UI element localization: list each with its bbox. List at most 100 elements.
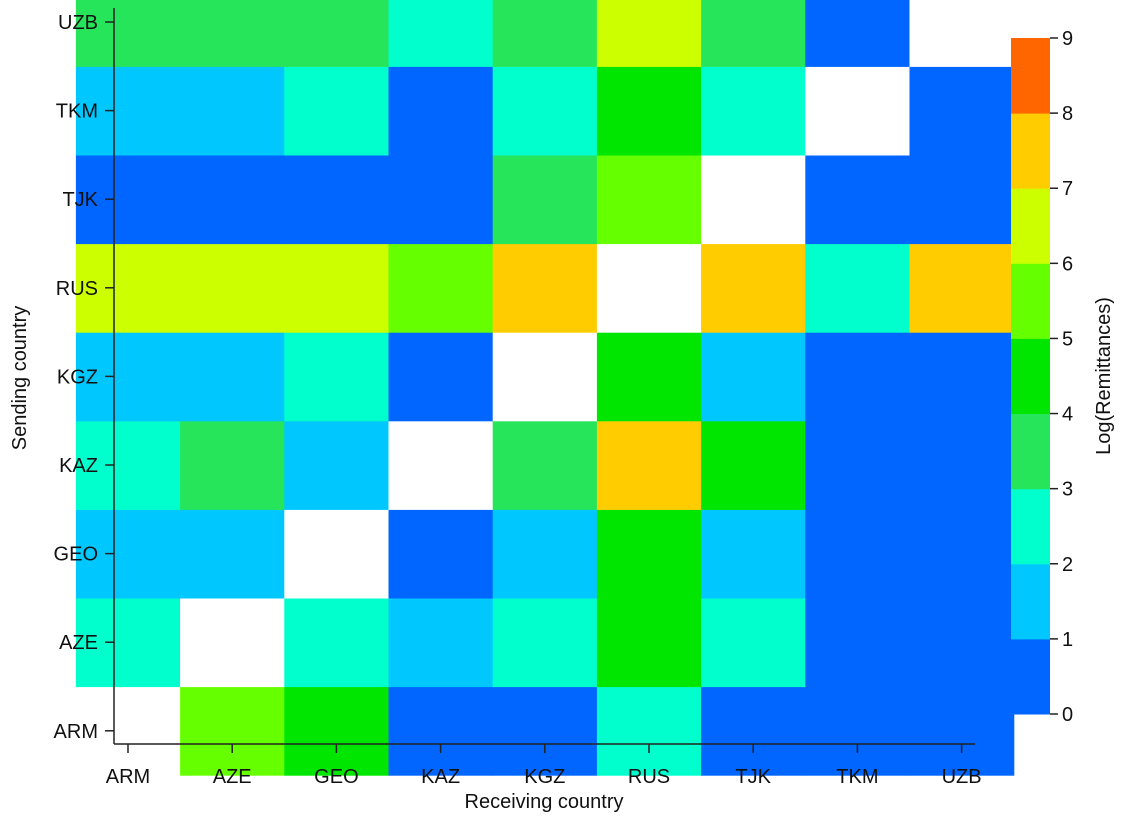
heatmap-cell-AZE-UZB bbox=[909, 597, 1015, 688]
heatmap-cell-GEO-TKM bbox=[805, 509, 911, 599]
heatmap-cell-TKM-KAZ bbox=[388, 66, 494, 156]
heatmap-cell-RUS-KGZ bbox=[492, 243, 598, 333]
heatmap-cell-ARM-UZB bbox=[909, 686, 1015, 776]
colorbar-tick-label-6: 6 bbox=[1062, 253, 1073, 275]
heatmap-cell-TKM-TKM bbox=[805, 66, 911, 156]
y-tick-label-GEO: GEO bbox=[54, 544, 98, 566]
heatmap-cell-KGZ-TJK bbox=[701, 332, 806, 422]
heatmap-cell-GEO-TJK bbox=[701, 509, 806, 599]
heatmap-cell-GEO-KAZ bbox=[388, 509, 494, 599]
heatmap-cell-TJK-ARM bbox=[75, 154, 181, 245]
heatmap-cell-UZB-UZB bbox=[909, 0, 1015, 67]
x-tick-label-UZB: UZB bbox=[942, 766, 982, 788]
heatmap-cell-KGZ-KGZ bbox=[492, 332, 598, 422]
heatmap-cell-AZE-ARM bbox=[75, 597, 181, 688]
heatmap-cell-TJK-AZE bbox=[180, 154, 285, 245]
heatmap-cell-ARM-KGZ bbox=[492, 686, 598, 776]
x-tick-label-TKM: TKM bbox=[836, 766, 878, 788]
heatmap-cell-ARM-ARM bbox=[75, 686, 181, 776]
colorbar-tick-label-7: 7 bbox=[1062, 178, 1073, 200]
heatmap-cell-RUS-TJK bbox=[701, 243, 806, 333]
heatmap-cell-TKM-ARM bbox=[75, 66, 181, 156]
x-axis-ticks: ARM AZE GEO KAZ KGZ RUS TJK TKM UZB bbox=[106, 744, 982, 788]
x-tick-label-KGZ: KGZ bbox=[524, 766, 565, 788]
heatmap-cell-KAZ-GEO bbox=[284, 420, 390, 510]
heatmap-cell-KGZ-GEO bbox=[284, 332, 390, 422]
colorbar-tick-label-9: 9 bbox=[1062, 28, 1073, 50]
heatmap-cell-UZB-RUS bbox=[596, 0, 702, 67]
heatmap-cell-GEO-UZB bbox=[909, 509, 1015, 599]
heatmap-cell-KAZ-RUS bbox=[596, 420, 702, 510]
y-tick-label-KGZ: KGZ bbox=[57, 366, 98, 388]
heatmap-cell-KAZ-UZB bbox=[909, 420, 1015, 510]
colorbar-bin-0-1 bbox=[1011, 638, 1050, 715]
x-tick-label-RUS: RUS bbox=[628, 766, 670, 788]
colorbar-tick-label-2: 2 bbox=[1062, 554, 1073, 576]
x-tick-label-ARM: ARM bbox=[106, 766, 150, 788]
x-tick-label-TJK: TJK bbox=[735, 766, 771, 788]
y-tick-label-KAZ: KAZ bbox=[59, 455, 98, 477]
heatmap-cell-KGZ-TKM bbox=[805, 332, 911, 422]
heatmap-cell-AZE-GEO bbox=[284, 597, 390, 688]
heatmap-cell-TJK-KGZ bbox=[492, 154, 598, 245]
heatmap-cell-AZE-KGZ bbox=[492, 597, 598, 688]
heatmap-cell-KGZ-UZB bbox=[909, 332, 1015, 422]
colorbar-tick-label-5: 5 bbox=[1062, 328, 1073, 350]
heatmap-cell-KAZ-TJK bbox=[701, 420, 806, 510]
heatmap-cell-GEO-RUS bbox=[596, 509, 702, 599]
x-axis-title: Receiving country bbox=[465, 791, 624, 813]
heatmap-cell-GEO-KGZ bbox=[492, 509, 598, 599]
colorbar-bin-5-6 bbox=[1011, 263, 1050, 339]
heatmap-cell-GEO-ARM bbox=[75, 509, 181, 599]
colorbar-tick-label-0: 0 bbox=[1062, 704, 1073, 726]
colorbar-bin-2-3 bbox=[1011, 488, 1050, 565]
heatmap-cell-UZB-KAZ bbox=[388, 0, 494, 67]
colorbar-bin-4-5 bbox=[1011, 338, 1050, 414]
heatmap-cell-KGZ-RUS bbox=[596, 332, 702, 422]
heatmap-cell-AZE-RUS bbox=[596, 597, 702, 688]
colorbar-tick-label-8: 8 bbox=[1062, 103, 1073, 125]
heatmap-cell-RUS-UZB bbox=[909, 243, 1015, 333]
heatmap-cell-TJK-RUS bbox=[596, 154, 702, 245]
heatmap-cell-KAZ-KGZ bbox=[492, 420, 598, 510]
y-tick-label-UZB: UZB bbox=[58, 12, 98, 34]
colorbar-tick-label-4: 4 bbox=[1062, 404, 1073, 426]
y-axis-ticks: ARM AZE GEO KAZ KGZ RUS TJK TKM UZB bbox=[54, 12, 114, 743]
heatmap-cell-TJK-KAZ bbox=[388, 154, 494, 245]
heatmap-cells bbox=[75, 0, 1015, 776]
colorbar-title: Log(Remittances) bbox=[1093, 297, 1115, 455]
heatmap-cell-KAZ-AZE bbox=[180, 420, 285, 510]
heatmap-cell-TJK-TKM bbox=[805, 154, 911, 245]
heatmap-cell-UZB-TJK bbox=[701, 0, 806, 67]
heatmap-cell-ARM-TKM bbox=[805, 686, 911, 776]
y-tick-label-ARM: ARM bbox=[54, 721, 98, 743]
heatmap-cell-RUS-KAZ bbox=[388, 243, 494, 333]
heatmap-cell-UZB-ARM bbox=[75, 0, 181, 67]
colorbar-bin-6-7 bbox=[1011, 188, 1050, 264]
heatmap-cell-TJK-UZB bbox=[909, 154, 1015, 245]
heatmap-cell-KAZ-KAZ bbox=[388, 420, 494, 510]
heatmap-cell-TKM-RUS bbox=[596, 66, 702, 156]
heatmap-cell-RUS-ARM bbox=[75, 243, 181, 333]
heatmap-cell-ARM-AZE bbox=[180, 686, 285, 776]
heatmap-cell-TKM-TJK bbox=[701, 66, 806, 156]
colorbar: 0 1 2 3 4 5 6 7 8 9 bbox=[1011, 28, 1073, 726]
heatmap-cell-UZB-GEO bbox=[284, 0, 390, 67]
heatmap-cell-AZE-TKM bbox=[805, 597, 911, 688]
heatmap-cell-GEO-AZE bbox=[180, 509, 285, 599]
x-tick-label-AZE: AZE bbox=[213, 766, 252, 788]
heatmap-cell-KGZ-ARM bbox=[75, 332, 181, 422]
y-tick-label-TJK: TJK bbox=[62, 189, 98, 211]
x-tick-label-KAZ: KAZ bbox=[421, 766, 460, 788]
heatmap-cell-ARM-TJK bbox=[701, 686, 806, 776]
heatmap-cell-TKM-GEO bbox=[284, 66, 390, 156]
colorbar-tick-label-1: 1 bbox=[1062, 629, 1073, 651]
y-tick-label-TKM: TKM bbox=[56, 101, 98, 123]
heatmap-cell-KAZ-ARM bbox=[75, 420, 181, 510]
heatmap-cell-TJK-GEO bbox=[284, 154, 390, 245]
heatmap-cell-UZB-TKM bbox=[805, 0, 911, 67]
colorbar-tick-label-3: 3 bbox=[1062, 479, 1073, 501]
heatmap-cell-TKM-UZB bbox=[909, 66, 1015, 156]
heatmap-cell-RUS-AZE bbox=[180, 243, 285, 333]
